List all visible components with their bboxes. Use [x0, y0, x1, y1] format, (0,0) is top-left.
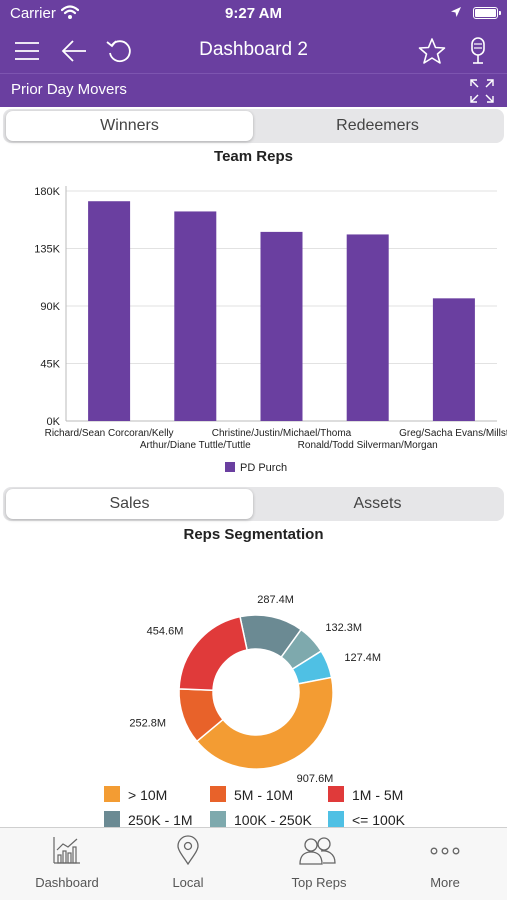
donut-chart-title: Reps Segmentation	[183, 526, 324, 543]
bottom-tab-bar: Dashboard Local Top Reps More	[0, 827, 507, 900]
microphone-icon[interactable]	[463, 36, 493, 66]
tab-top-reps[interactable]: Top Reps	[256, 828, 382, 901]
legend-label: PD Purch	[240, 462, 287, 474]
legend-label: 100K - 250K	[234, 812, 312, 828]
legend-item: <= 100K	[328, 811, 405, 828]
y-tick-label: 90K	[40, 301, 60, 313]
dashboard-icon	[53, 837, 80, 864]
page-title: Dashboard 2	[199, 39, 308, 60]
bar[interactable]	[88, 201, 131, 421]
tab-sales[interactable]: Sales	[6, 489, 253, 519]
section-title: Prior Day Movers	[11, 81, 127, 98]
tab-local[interactable]: Local	[125, 828, 251, 901]
data-label: 252.8M	[129, 718, 166, 730]
donut-slice[interactable]	[178, 615, 248, 692]
legend-item: 250K - 1M	[104, 811, 193, 828]
star-icon[interactable]	[417, 36, 447, 66]
bar[interactable]	[432, 298, 475, 421]
bar-chart-title: Team Reps	[214, 148, 293, 165]
x-tick-label: Christine/Justin/Michael/Thoma	[212, 428, 352, 439]
section-header: Prior Day Movers	[0, 73, 507, 107]
bar[interactable]	[174, 211, 217, 421]
y-tick-label: 0K	[47, 416, 61, 428]
legend-swatch	[104, 786, 120, 802]
y-tick-label: 180K	[34, 186, 60, 198]
legend-swatch	[328, 811, 344, 827]
bar[interactable]	[346, 234, 389, 421]
segmented-control-sales-assets: Sales Assets	[3, 487, 504, 521]
data-label: 127.4M	[344, 652, 381, 664]
tab-dashboard-label: Dashboard	[35, 875, 99, 890]
donut-slice[interactable]	[195, 676, 334, 770]
tab-redeemers[interactable]: Redeemers	[336, 117, 419, 134]
legend-swatch	[104, 811, 120, 827]
tab-more[interactable]: More	[382, 828, 507, 901]
legend-label: 5M - 10M	[234, 787, 294, 803]
location-arrow-icon	[451, 7, 461, 17]
team-reps-bar-chart: 0K 45K 90K 135K 180K Richard/Sean Corcoran/Ke…	[34, 186, 507, 474]
fullscreen-expand-icon[interactable]	[468, 77, 496, 105]
people-icon	[299, 837, 336, 865]
battery-icon	[473, 7, 501, 19]
menu-icon[interactable]	[12, 36, 42, 66]
legend-swatch	[328, 786, 344, 802]
data-label: 287.4M	[257, 594, 294, 606]
legend-swatch	[210, 811, 226, 827]
data-label: 907.6M	[297, 773, 334, 785]
legend-item: 5M - 10M	[210, 786, 293, 803]
x-tick-label: Richard/Sean Corcoran/Kelly	[45, 428, 174, 439]
more-icon	[430, 847, 460, 855]
x-tick-label: Greg/Sacha Evans/Millst	[399, 428, 507, 439]
legend-label: 250K - 1M	[128, 812, 193, 828]
clock-time: 9:27 AM	[225, 5, 282, 22]
legend-swatch	[210, 786, 226, 802]
legend-swatch	[225, 462, 235, 472]
bar[interactable]	[260, 231, 303, 421]
x-tick-label: Ronald/Todd Silverman/Morgan	[298, 440, 438, 451]
legend-item: 1M - 5M	[328, 786, 403, 803]
tab-more-label: More	[430, 875, 460, 890]
navigation-bar: Dashboard 2	[0, 28, 507, 73]
data-label: 454.6M	[147, 626, 184, 638]
location-pin-icon	[177, 835, 199, 866]
legend-label: > 10M	[128, 787, 168, 803]
legend-label: 1M - 5M	[352, 787, 404, 803]
tab-assets[interactable]: Assets	[353, 495, 402, 512]
legend-label: <= 100K	[352, 812, 405, 828]
legend-item: 100K - 250K	[210, 811, 312, 828]
reps-segmentation-donut-chart: 287.4M 132.3M 127.4M 907.6M 252.8M 454.6M	[129, 594, 381, 785]
carrier-label: Carrier	[10, 5, 56, 22]
back-arrow-icon[interactable]	[59, 36, 89, 66]
tab-dashboard[interactable]: Dashboard	[4, 828, 130, 901]
segmented-control-winners-redeemers: Winners Redeemers	[3, 109, 504, 143]
tab-top-reps-label: Top Reps	[291, 875, 347, 890]
wifi-icon	[61, 5, 79, 19]
tab-local-label: Local	[172, 875, 204, 890]
y-tick-label: 135K	[34, 244, 60, 256]
refresh-icon[interactable]	[104, 36, 134, 66]
legend-item: > 10M	[104, 786, 167, 803]
status-bar: Carrier 9:27 AM	[0, 0, 507, 28]
bar-legend: PD Purch	[225, 462, 287, 474]
data-label: 132.3M	[325, 622, 362, 634]
y-tick-label: 45K	[40, 359, 60, 371]
tab-winners[interactable]: Winners	[6, 111, 253, 141]
x-tick-label: Arthur/Diane Tuttle/Tuttle	[140, 440, 251, 451]
